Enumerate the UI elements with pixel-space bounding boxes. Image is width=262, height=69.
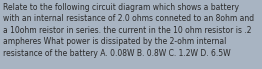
Text: Relate to the following circuit diagram which shows a battery
with an internal r: Relate to the following circuit diagram … — [3, 3, 254, 58]
